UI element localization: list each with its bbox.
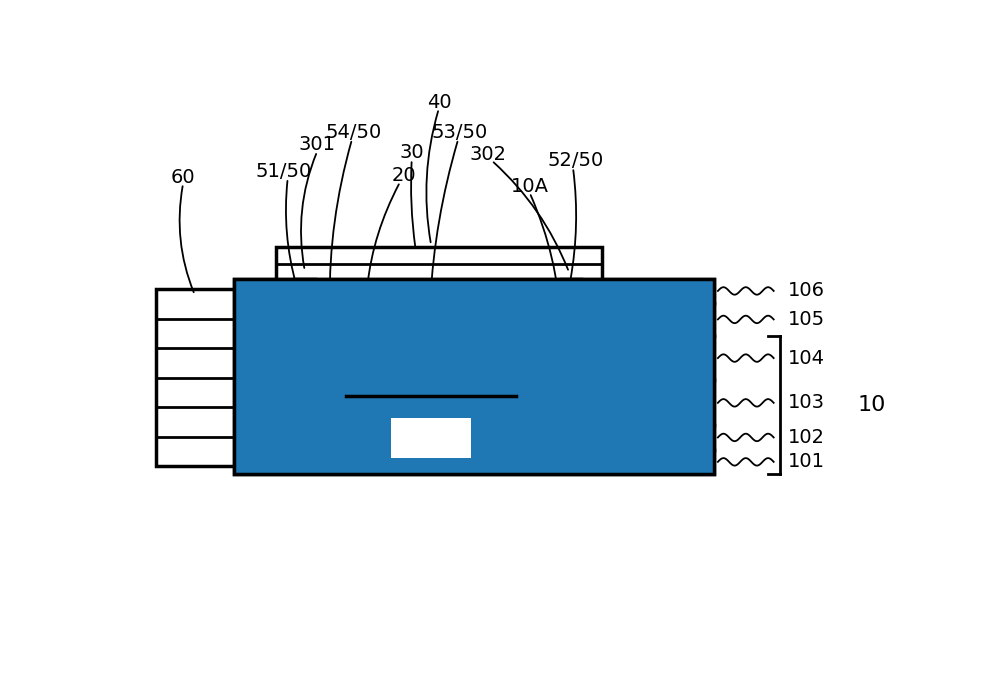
Bar [234, 279, 714, 474]
Text: 103: 103 [788, 393, 825, 412]
Bar [346, 396, 391, 458]
Text: 105: 105 [788, 310, 825, 329]
Text: 10A: 10A [511, 177, 549, 196]
Bar [234, 425, 714, 450]
Text: 101: 101 [788, 452, 825, 471]
Text: 20: 20 [392, 166, 416, 185]
Bar [276, 292, 323, 458]
Bar [561, 279, 581, 292]
Text: 30: 30 [399, 143, 424, 163]
Bar [276, 247, 602, 279]
Bar [540, 292, 602, 458]
Text: 54/50: 54/50 [326, 123, 382, 142]
Bar [346, 396, 516, 418]
Bar [471, 396, 516, 458]
Bar [234, 336, 714, 380]
Bar [391, 418, 471, 458]
Bar [234, 303, 714, 336]
Text: 40: 40 [427, 92, 451, 112]
Text: 106: 106 [788, 281, 825, 300]
Bar [234, 279, 714, 303]
Text: 104: 104 [788, 349, 825, 368]
Text: 53/50: 53/50 [432, 123, 488, 142]
Bar [234, 450, 714, 474]
Text: 51/50: 51/50 [256, 162, 312, 181]
Bar [323, 292, 540, 458]
Text: 302: 302 [469, 145, 506, 163]
Bar [156, 289, 234, 466]
Text: 301: 301 [299, 136, 336, 154]
Text: 10: 10 [857, 395, 886, 415]
Bar [294, 279, 315, 292]
Text: 52/50: 52/50 [548, 152, 604, 170]
Text: 60: 60 [171, 167, 195, 186]
Bar [234, 380, 714, 425]
Text: 102: 102 [788, 428, 825, 447]
